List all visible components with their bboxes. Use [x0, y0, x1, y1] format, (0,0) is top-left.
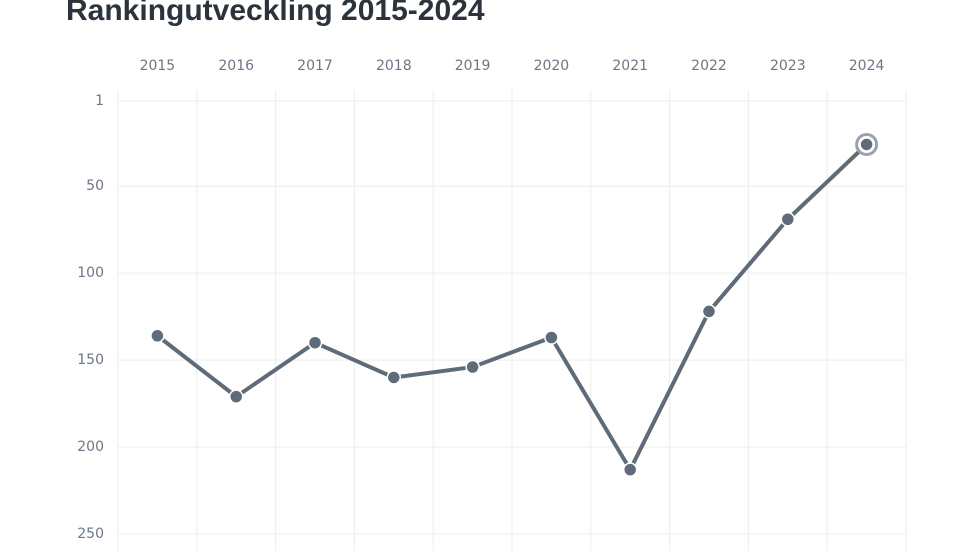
point: [544, 330, 559, 345]
point: [465, 359, 480, 375]
point: [701, 304, 717, 319]
point: [780, 211, 796, 227]
x-tick-label: 2024: [849, 58, 885, 74]
y-tick-label: 100: [77, 265, 104, 281]
x-tick-label: 2015: [140, 58, 176, 74]
y-tick-label: 1: [95, 93, 104, 109]
point: [307, 335, 323, 350]
y-tick-label: 250: [77, 526, 104, 542]
y-tick-label: 50: [86, 178, 104, 194]
point: [228, 389, 244, 404]
x-tick-label: 2023: [770, 58, 806, 74]
point: [386, 370, 402, 385]
x-tick-label: 2022: [691, 58, 727, 74]
chart-title: Rankingutveckling 2015-2024: [66, 0, 485, 27]
point: [859, 137, 874, 152]
line: [156, 143, 868, 472]
x-tick-label: 2018: [376, 58, 412, 74]
x-tick-label: 2021: [612, 58, 648, 74]
y-tick-label: 200: [77, 439, 104, 455]
point: [150, 328, 165, 344]
x-tick-label: 2017: [297, 58, 333, 74]
y-tick-label: 150: [77, 352, 104, 368]
x-tick-label: 2020: [534, 58, 570, 74]
x-tick-label: 2016: [218, 58, 254, 74]
x-tick-label: 2019: [455, 58, 491, 74]
point: [622, 462, 638, 477]
